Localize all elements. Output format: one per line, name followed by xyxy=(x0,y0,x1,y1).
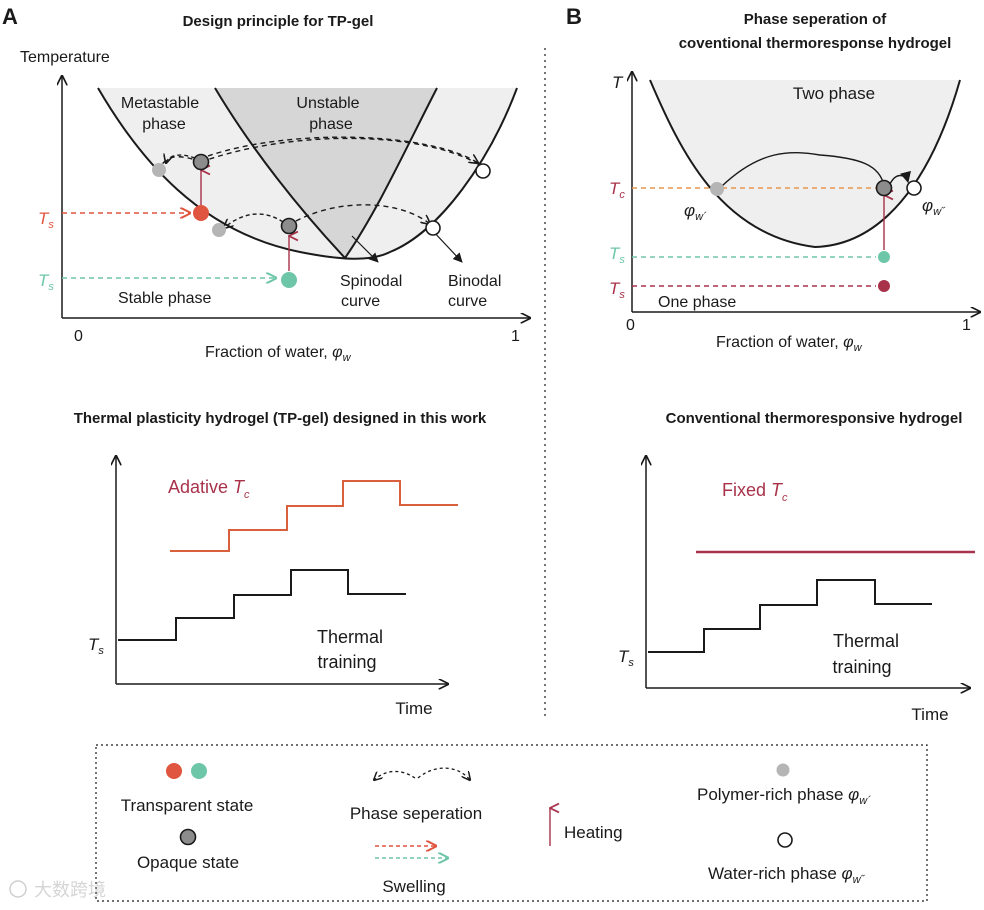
panel-b-title-2: coventional thermoresponse hydrogel xyxy=(679,35,952,52)
panel-b-training-2: training xyxy=(832,657,891,677)
metastable-label-2: phase xyxy=(142,116,186,133)
panel-b-bottom-ts-label: Ts xyxy=(618,647,634,669)
legend-phase-sep-icon-left xyxy=(374,770,416,780)
legend-teal-dot xyxy=(191,763,207,779)
one-phase-label: One phase xyxy=(658,294,736,311)
legend-heating-label: Heating xyxy=(564,823,623,842)
metastable-label-1: Metastable xyxy=(121,95,199,112)
panel-b-phi2-label: φw˝ xyxy=(922,196,946,218)
opaque-dot-lower xyxy=(280,217,298,235)
watermark-text: 大数跨境 xyxy=(34,880,106,900)
panel-a: A Design principle for TP-gel Temperatur… xyxy=(2,4,530,718)
two-phase-label: Two phase xyxy=(793,84,875,103)
polymer-rich-dot-lower xyxy=(212,223,226,237)
panel-a-ts-red-label: Ts xyxy=(38,209,54,231)
panel-b-tick-1: 1 xyxy=(962,317,971,334)
opaque-dot-upper xyxy=(192,153,210,171)
adaptive-tc-step-line xyxy=(170,480,458,552)
panel-b-water-rich-dot xyxy=(906,180,922,196)
unstable-region xyxy=(215,88,437,258)
legend-opaque-dot xyxy=(179,828,197,846)
panel-a-letter: A xyxy=(2,4,18,29)
panel-b-separation-hook xyxy=(889,170,911,185)
panel-a-adaptive-tc-label: Adative Tc xyxy=(168,477,250,501)
panel-b-training-1: Thermal xyxy=(833,631,899,651)
panel-b-red-dot xyxy=(878,280,890,292)
legend: Transparent state Opaque state Phase sep… xyxy=(95,744,928,902)
ts-step-line-b xyxy=(648,579,932,653)
phase-separation-arc-lower-left xyxy=(224,213,284,228)
spinodal-label-1: Spinodal xyxy=(340,273,402,290)
panel-b-tc-label: Tc xyxy=(609,179,625,201)
panel-b: B Phase seperation of coventional thermo… xyxy=(566,4,980,724)
water-rich-dot-upper xyxy=(475,163,491,179)
transparent-dot-teal xyxy=(281,272,297,288)
binodal-pointer-arrow xyxy=(431,229,463,263)
watermark-logo-icon xyxy=(9,880,27,898)
stable-phase-label: Stable phase xyxy=(118,290,212,307)
binodal-label-2: curve xyxy=(448,293,487,310)
panel-b-teal-dot xyxy=(878,251,890,263)
phase-separation-arc-lower-right xyxy=(295,204,430,224)
spinodal-curve xyxy=(214,87,438,260)
legend-transparent-label: Transparent state xyxy=(121,796,254,815)
unstable-label-2: phase xyxy=(309,116,353,133)
panel-b-opaque-dot xyxy=(875,179,893,197)
legend-polymer-rich-label: Polymer-rich phase φw´ xyxy=(697,785,871,807)
panel-b-y-axis-label: T xyxy=(612,73,624,92)
panel-b-ts-teal-label: Ts xyxy=(609,244,625,266)
legend-polymer-rich-dot xyxy=(776,763,790,777)
watermark: 大数跨境 xyxy=(9,880,106,900)
panel-a-training-2: training xyxy=(317,652,376,672)
polymer-rich-dot-upper xyxy=(152,163,166,177)
panel-b-title-1: Phase seperation of xyxy=(744,11,888,28)
panel-b-bottom-title: Conventional thermoresponsive hydrogel xyxy=(666,410,963,427)
panel-b-fixed-tc-label: Fixed Tc xyxy=(722,480,788,504)
panel-a-bottom-ts-label: Ts xyxy=(88,635,104,657)
panel-a-tick-1: 1 xyxy=(511,328,520,345)
legend-phase-sep-icon-right xyxy=(417,767,470,780)
panel-a-title: Design principle for TP-gel xyxy=(183,13,374,30)
two-phase-boundary xyxy=(649,79,961,249)
panel-a-bottom-title: Thermal plasticity hydrogel (TP-gel) des… xyxy=(74,410,487,427)
phase-separation-arc-upper-left xyxy=(166,155,196,163)
panel-b-letter: B xyxy=(566,4,582,29)
panel-a-training-1: Thermal xyxy=(317,627,383,647)
panel-b-ts-red-label: Ts xyxy=(609,279,625,301)
legend-box xyxy=(95,744,928,902)
spinodal-pointer-arrow xyxy=(351,235,379,263)
legend-swelling-label: Swelling xyxy=(382,877,445,896)
ts-step-line-a xyxy=(118,569,406,641)
legend-water-rich-label: Water-rich phase φw˝ xyxy=(708,864,866,886)
panel-a-x-axis-label: Fraction of water, φw xyxy=(205,344,352,364)
panel-b-polymer-rich-dot xyxy=(710,182,724,196)
transparent-dot-red xyxy=(193,205,209,221)
binodal-label-1: Binodal xyxy=(448,273,501,290)
legend-water-rich-dot xyxy=(777,832,793,848)
spinodal-label-2: curve xyxy=(341,293,380,310)
panel-b-phi1-label: φw´ xyxy=(684,201,707,223)
panel-b-tick-0: 0 xyxy=(626,317,635,334)
panel-a-tick-0: 0 xyxy=(74,328,83,345)
panel-a-ts-teal-label: Ts xyxy=(38,271,54,293)
unstable-label-1: Unstable xyxy=(296,95,359,112)
legend-red-dot xyxy=(166,763,182,779)
legend-opaque-label: Opaque state xyxy=(137,853,239,872)
water-rich-dot-lower xyxy=(425,220,441,236)
panel-b-separation-curve xyxy=(721,151,885,187)
panel-a-time-label: Time xyxy=(395,699,432,718)
legend-phase-sep-label: Phase seperation xyxy=(350,804,482,823)
panel-b-x-axis-label: Fraction of water, φw xyxy=(716,334,863,354)
panel-a-y-axis-label: Temperature xyxy=(20,49,110,66)
panel-b-time-label: Time xyxy=(911,705,948,724)
